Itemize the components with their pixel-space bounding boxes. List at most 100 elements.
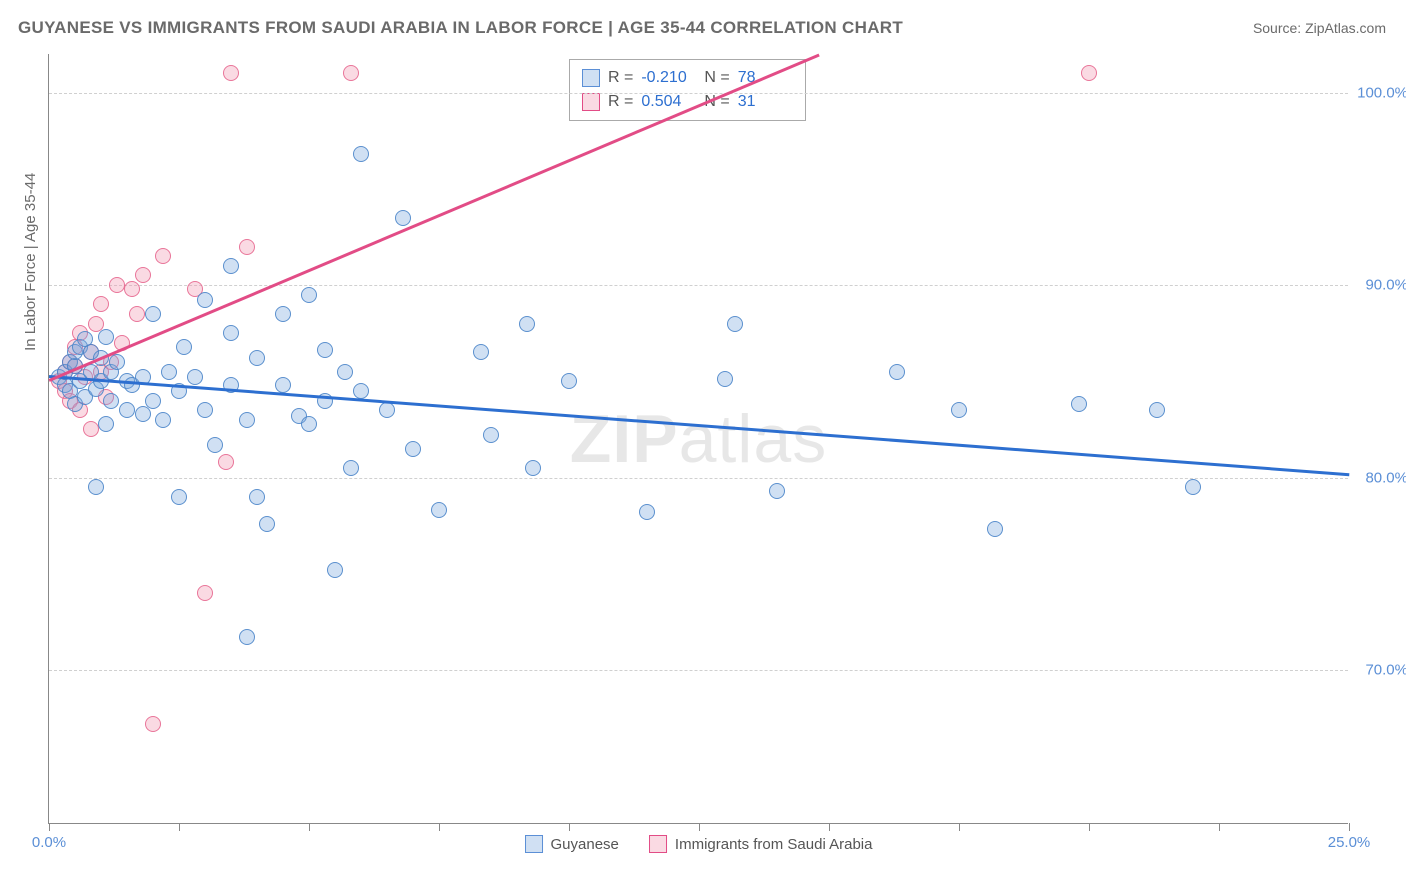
swatch-blue-icon — [582, 69, 600, 87]
stat-label-r: R = — [608, 66, 633, 90]
data-point — [473, 344, 489, 360]
data-point — [223, 325, 239, 341]
xtick — [179, 823, 180, 831]
data-point — [395, 210, 411, 226]
data-point — [259, 516, 275, 532]
stat-label-r: R = — [608, 90, 633, 114]
data-point — [197, 402, 213, 418]
data-point — [1081, 65, 1097, 81]
xtick — [1219, 823, 1220, 831]
data-point — [343, 460, 359, 476]
data-point — [161, 364, 177, 380]
data-point — [337, 364, 353, 380]
data-point — [98, 329, 114, 345]
data-point — [519, 316, 535, 332]
data-point — [525, 460, 541, 476]
data-point — [207, 437, 223, 453]
gridline — [49, 478, 1348, 479]
plot-area: ZIPatlas R = -0.210 N = 78 R = 0.504 N =… — [48, 54, 1348, 824]
data-point — [343, 65, 359, 81]
data-point — [405, 441, 421, 457]
data-point — [639, 504, 655, 520]
data-point — [103, 393, 119, 409]
legend-label: Immigrants from Saudi Arabia — [675, 836, 873, 853]
legend: Guyanese Immigrants from Saudi Arabia — [525, 835, 873, 853]
stat-value-r: -0.210 — [641, 66, 696, 90]
swatch-pink-icon — [582, 93, 600, 111]
data-point — [379, 402, 395, 418]
data-point — [275, 377, 291, 393]
source-label: Source: ZipAtlas.com — [1253, 20, 1386, 36]
data-point — [109, 277, 125, 293]
data-point — [1149, 402, 1165, 418]
data-point — [301, 287, 317, 303]
xtick — [309, 823, 310, 831]
data-point — [561, 373, 577, 389]
stat-label-n: N = — [704, 66, 729, 90]
chart-title: GUYANESE VS IMMIGRANTS FROM SAUDI ARABIA… — [18, 18, 903, 38]
xtick-label: 25.0% — [1328, 834, 1371, 851]
trendline — [49, 54, 820, 382]
data-point — [353, 383, 369, 399]
legend-label: Guyanese — [551, 836, 619, 853]
data-point — [223, 258, 239, 274]
data-point — [889, 364, 905, 380]
watermark: ZIPatlas — [570, 400, 827, 478]
data-point — [98, 416, 114, 432]
data-point — [145, 716, 161, 732]
ytick-label: 90.0% — [1353, 277, 1406, 294]
data-point — [135, 267, 151, 283]
data-point — [275, 306, 291, 322]
data-point — [119, 402, 135, 418]
data-point — [327, 562, 343, 578]
data-point — [135, 406, 151, 422]
xtick — [49, 823, 50, 831]
ytick-label: 80.0% — [1353, 469, 1406, 486]
xtick — [439, 823, 440, 831]
data-point — [727, 316, 743, 332]
data-point — [176, 339, 192, 355]
data-point — [155, 412, 171, 428]
xtick — [699, 823, 700, 831]
data-point — [1071, 396, 1087, 412]
data-point — [239, 629, 255, 645]
legend-item: Guyanese — [525, 835, 619, 853]
swatch-blue-icon — [525, 835, 543, 853]
data-point — [124, 281, 140, 297]
data-point — [301, 416, 317, 432]
data-point — [93, 296, 109, 312]
xtick-label: 0.0% — [32, 834, 66, 851]
stat-value-n: 31 — [738, 90, 793, 114]
data-point — [353, 146, 369, 162]
data-point — [223, 65, 239, 81]
data-point — [171, 489, 187, 505]
gridline — [49, 93, 1348, 94]
data-point — [249, 350, 265, 366]
data-point — [987, 521, 1003, 537]
legend-item: Immigrants from Saudi Arabia — [649, 835, 873, 853]
data-point — [483, 427, 499, 443]
data-point — [145, 306, 161, 322]
data-point — [951, 402, 967, 418]
data-point — [187, 369, 203, 385]
data-point — [197, 585, 213, 601]
data-point — [218, 454, 234, 470]
gridline — [49, 285, 1348, 286]
y-axis-label: In Labor Force | Age 35-44 — [22, 173, 39, 351]
data-point — [109, 354, 125, 370]
data-point — [155, 248, 171, 264]
data-point — [197, 292, 213, 308]
gridline — [49, 670, 1348, 671]
xtick — [829, 823, 830, 831]
data-point — [1185, 479, 1201, 495]
ytick-label: 70.0% — [1353, 662, 1406, 679]
data-point — [769, 483, 785, 499]
data-point — [717, 371, 733, 387]
xtick — [1349, 823, 1350, 831]
data-point — [83, 421, 99, 437]
data-point — [239, 412, 255, 428]
data-point — [317, 342, 333, 358]
ytick-label: 100.0% — [1353, 84, 1406, 101]
xtick — [1089, 823, 1090, 831]
xtick — [569, 823, 570, 831]
